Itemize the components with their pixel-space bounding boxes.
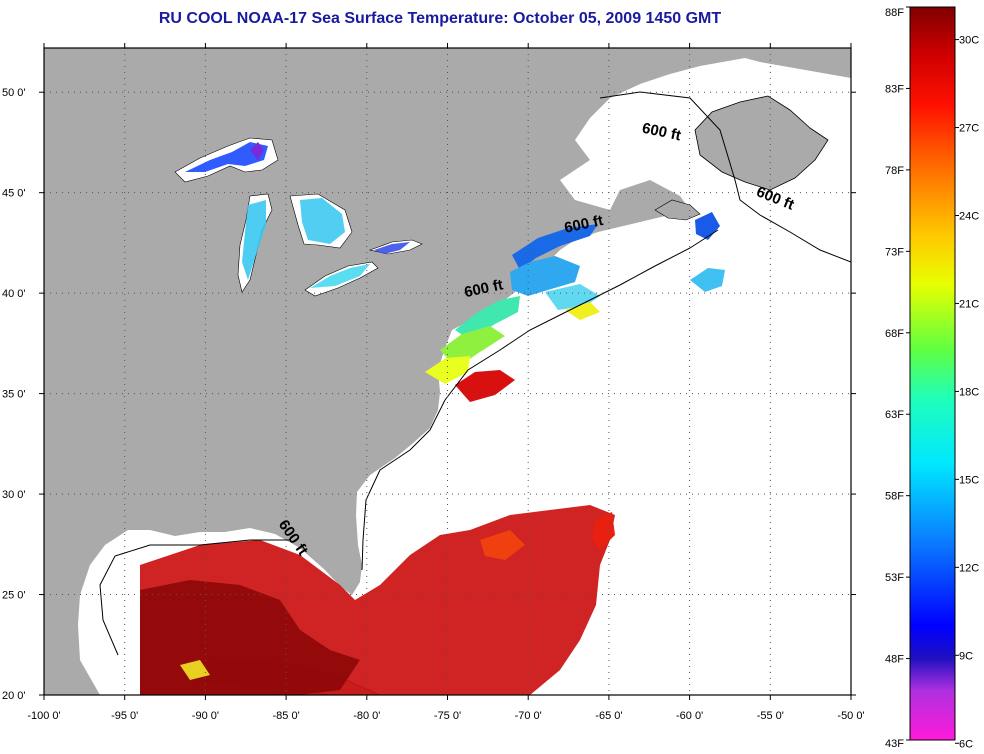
colorbar-f-label: 53F bbox=[885, 572, 904, 584]
isobath-line-newfoundland bbox=[599, 91, 851, 263]
temperature-colorbar: 88F 83F 78F 73F 68F 63F 58F 53F 48F 43F 30C 27C 24C… bbox=[885, 6, 979, 750]
lat-tick-label: 50 0' bbox=[2, 87, 26, 99]
lon-tick-label: -65 0' bbox=[595, 710, 622, 722]
lon-tick-label: -55 0' bbox=[757, 710, 784, 722]
longitude-axis: -100 0' -95 0' -90 0' -85 0' -80 0' -75 0' -70… bbox=[27, 43, 865, 722]
lat-tick-label: 25 0' bbox=[2, 590, 26, 602]
lat-tick-label: 20 0' bbox=[2, 690, 26, 702]
colorbar-fahrenheit-labels: 88F 83F 78F 73F 68F 63F 58F 53F 48F 43F bbox=[885, 6, 910, 750]
sst-gulf-of-maine bbox=[512, 224, 598, 270]
sst-lake-erie bbox=[310, 264, 370, 288]
colorbar-c-label: 18C bbox=[959, 386, 979, 398]
lat-lon-grid bbox=[44, 48, 851, 695]
north-america-land bbox=[44, 48, 851, 695]
lon-tick-label: -50 0' bbox=[837, 710, 864, 722]
lat-tick-label: 40 0' bbox=[2, 288, 26, 300]
latitude-axis: 20 0' 25 0' 30 0' 35 0' 40 0' 45 0' 50 0' bbox=[2, 87, 856, 702]
colorbar-celsius-labels: 30C 27C 24C 21C 18C 15C 12C 9C 6C bbox=[955, 35, 979, 750]
isobath-line-southeast bbox=[361, 429, 431, 571]
map-title: RU COOL NOAA-17 Sea Surface Temperature:… bbox=[158, 10, 722, 27]
sst-slope-water bbox=[690, 268, 725, 292]
colorbar-gradient bbox=[909, 6, 956, 741]
colorbar-f-label: 43F bbox=[885, 738, 904, 750]
colorbar-c-label: 27C bbox=[959, 123, 979, 135]
sst-new-york-bight bbox=[455, 296, 520, 340]
colorbar-f-label: 83F bbox=[885, 83, 904, 95]
colorbar-f-label: 63F bbox=[885, 409, 904, 421]
colorbar-c-label: 12C bbox=[959, 562, 979, 574]
sst-lake-huron bbox=[300, 198, 345, 244]
colorbar-f-label: 78F bbox=[885, 165, 904, 177]
newfoundland-land bbox=[694, 95, 829, 191]
lon-tick-label: -80 0' bbox=[353, 710, 380, 722]
colorbar-c-label: 9C bbox=[959, 650, 973, 662]
lon-tick-label: -60 0' bbox=[676, 710, 703, 722]
sst-lake-michigan bbox=[242, 200, 266, 280]
lon-tick-label: -70 0' bbox=[515, 710, 542, 722]
lon-tick-label: -100 0' bbox=[27, 710, 60, 722]
colorbar-f-label: 48F bbox=[885, 654, 904, 666]
colorbar-f-label: 68F bbox=[885, 328, 904, 340]
sst-lake-ontario bbox=[374, 242, 410, 254]
colorbar-c-label: 6C bbox=[959, 738, 973, 750]
colorbar-c-label: 24C bbox=[959, 210, 979, 222]
colorbar-f-label: 58F bbox=[885, 491, 904, 503]
sst-data-overlay bbox=[140, 142, 725, 695]
sst-lake-superior bbox=[185, 142, 268, 172]
colorbar-c-label: 30C bbox=[959, 35, 979, 47]
sst-georges-bank bbox=[510, 256, 580, 296]
sst-yucatan bbox=[180, 660, 210, 680]
lon-tick-label: -95 0' bbox=[111, 710, 138, 722]
lon-tick-label: -75 0' bbox=[434, 710, 461, 722]
lat-tick-label: 35 0' bbox=[2, 389, 26, 401]
isobath-line-gulf-shelf bbox=[99, 539, 290, 656]
sst-shelf-warm bbox=[565, 302, 600, 320]
sst-chesapeake-shelf bbox=[425, 356, 470, 384]
colorbar-c-label: 21C bbox=[959, 298, 979, 310]
lat-tick-label: 45 0' bbox=[2, 188, 26, 200]
cape-breton-land bbox=[654, 199, 701, 221]
colorbar-f-label: 88F bbox=[885, 7, 904, 19]
lon-tick-label: -85 0' bbox=[273, 710, 300, 722]
colorbar-c-label: 15C bbox=[959, 474, 979, 486]
lat-tick-label: 30 0' bbox=[2, 489, 26, 501]
lon-tick-label: -90 0' bbox=[192, 710, 219, 722]
isobath-line-shelf-break bbox=[429, 229, 719, 431]
sst-cold-spot bbox=[250, 142, 264, 160]
isobath-600ft bbox=[99, 91, 851, 656]
colorbar-f-label: 73F bbox=[885, 246, 904, 258]
sst-warm-eddy bbox=[480, 530, 525, 560]
